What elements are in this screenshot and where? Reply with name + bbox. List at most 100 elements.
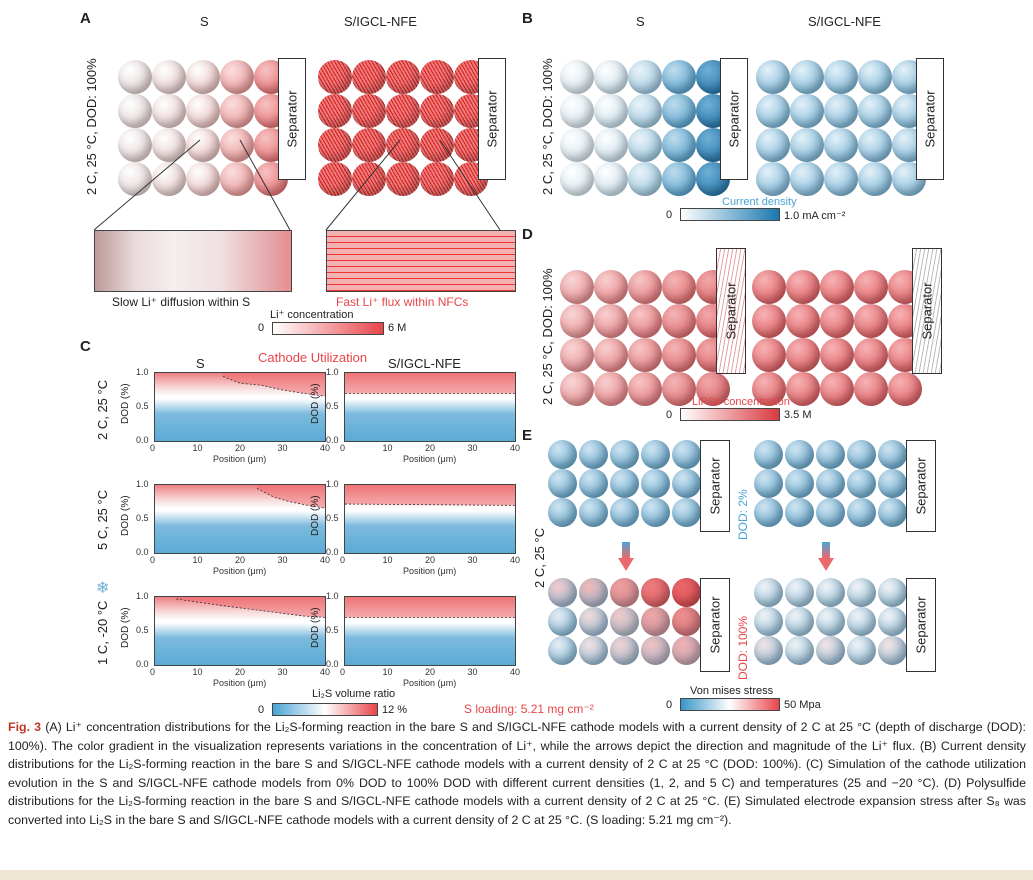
panel-e-s-top [548,440,701,527]
panel-b-s-model [560,60,730,196]
panel-a-s-separator: Separator [278,58,306,180]
heatmap-3 [154,484,326,554]
utilized-region [345,373,515,394]
x-tick-label: 10 [382,555,393,565]
x-axis-label: Position (μm) [403,454,457,464]
panel-d-colorbar-max: 3.5 M [784,409,812,421]
panel-a-label: A [80,10,91,27]
y-axis-label: DOD (%) [310,383,321,424]
x-tick-label: 20 [235,555,246,565]
x-tick-label: 40 [510,443,521,453]
x-tick-label: 0 [340,555,346,565]
x-tick-label: 10 [382,443,393,453]
panel-a-zoom-nfe-caption: Fast Li⁺ flux within NFCs [336,295,469,309]
y-tick-label: 0.0 [326,659,339,669]
y-tick-label: 0.5 [136,513,149,523]
y-tick-label: 0.0 [136,547,149,557]
panel-c-label: C [80,338,91,355]
x-axis-label: Position (μm) [213,678,267,688]
figure-caption: Fig. 3 (A) Li⁺ concentration distributio… [8,718,1026,830]
x-tick-label: 10 [382,667,393,677]
x-tick-label: 10 [192,555,203,565]
x-tick-label: 40 [510,667,521,677]
y-tick-label: 1.0 [326,591,339,601]
panel-c-colorbar-max: 12 % [382,704,408,716]
heatmap-1 [154,372,326,442]
y-tick-label: 0.5 [136,625,149,635]
x-tick-label: 30 [467,667,478,677]
panel-c-title-mid: Cathode Utilization [258,350,368,365]
panel-b-colorbar [680,208,780,221]
y-tick-label: 1.0 [326,479,339,489]
panel-e-s-arrow-icon [618,542,634,571]
x-tick-label: 10 [192,443,203,453]
x-tick-label: 30 [277,667,288,677]
panel-c-row-2-label: 5 C, 25 °C [95,489,110,550]
panel-d-nfe-separator: Separator [912,248,942,374]
panel-a-zoom-s [94,230,292,292]
y-tick-label: 1.0 [136,591,149,601]
y-tick-label: 1.0 [326,367,339,377]
panel-a-colorbar [272,322,384,335]
y-axis-label: DOD (%) [120,383,131,424]
figure-caption-label: Fig. 3 [8,720,42,734]
panel-b-nfe-model [756,60,926,196]
panel-e-s-bottom [548,578,701,665]
boundary-line [345,503,515,506]
utilized-region [345,485,515,506]
panel-d-s-separator: Separator [716,248,746,374]
panel-b-title-s: S [636,14,645,29]
panel-c-title-s: S [196,356,205,371]
heatmap-4 [344,484,516,554]
panel-c-s-loading: S loading: 5.21 mg cm⁻² [464,702,594,716]
x-tick-label: 20 [425,667,436,677]
panel-e-colorbar-min: 0 [666,699,673,711]
panel-a-zoom-nfe [326,230,516,292]
heatmap-boundary [176,597,325,618]
y-tick-label: 1.0 [136,367,149,377]
heatmap-boundary [256,485,325,509]
heatmap-2 [344,372,516,442]
x-tick-label: 40 [320,443,331,453]
x-tick-label: 40 [320,667,331,677]
x-tick-label: 30 [467,443,478,453]
panel-e-s-bottom-separator: Separator [700,578,730,672]
panel-b-label: B [522,10,533,27]
x-tick-label: 20 [235,667,246,677]
x-tick-label: 30 [277,555,288,565]
panel-c-colorbar-min: 0 [258,704,265,716]
snowflake-icon: ❄ [96,580,110,597]
heatmap-5 [154,596,326,666]
panel-d-row-label: 2 C, 25 °C, DOD: 100% [540,268,555,405]
panel-b-nfe-separator: Separator [916,58,944,180]
panel-a-title-nfe: S/IGCL-NFE [344,14,417,29]
panel-e-colorbar-max: 50 Mpa [784,699,821,711]
x-tick-label: 10 [192,667,203,677]
heatmap-boundary [345,597,515,618]
x-axis-label: Position (μm) [403,678,457,688]
y-tick-label: 0.5 [326,401,339,411]
panel-a-title-s: S [200,14,209,29]
panel-a-colorbar-max: 6 M [388,322,407,334]
panel-e-nfe-top-separator: Separator [906,440,936,532]
panel-d-nfe-model [752,270,922,406]
panel-a-colorbar-title: Li⁺ concentration [270,309,354,321]
y-axis-label: DOD (%) [120,607,131,648]
y-tick-label: 0.0 [326,547,339,557]
panel-b-colorbar-max: 1.0 mA cm⁻² [784,210,846,222]
x-axis-label: Position (μm) [213,566,267,576]
panel-c-title-nfe: S/IGCL-NFE [388,356,461,371]
panel-b-title-nfe: S/IGCL-NFE [808,14,881,29]
y-tick-label: 0.0 [136,435,149,445]
heatmap-boundary [222,373,325,397]
panel-a-zoom-lines [93,139,501,231]
x-tick-label: 20 [425,443,436,453]
x-tick-label: 0 [340,443,346,453]
heatmap-boundary [345,373,515,394]
panel-d-colorbar [680,408,780,421]
y-tick-label: 0.5 [326,513,339,523]
x-tick-label: 40 [320,555,331,565]
panel-d-colorbar-title: LiPSs concentration [692,396,790,408]
y-tick-label: 0.5 [326,625,339,635]
utilized-region [345,597,515,618]
